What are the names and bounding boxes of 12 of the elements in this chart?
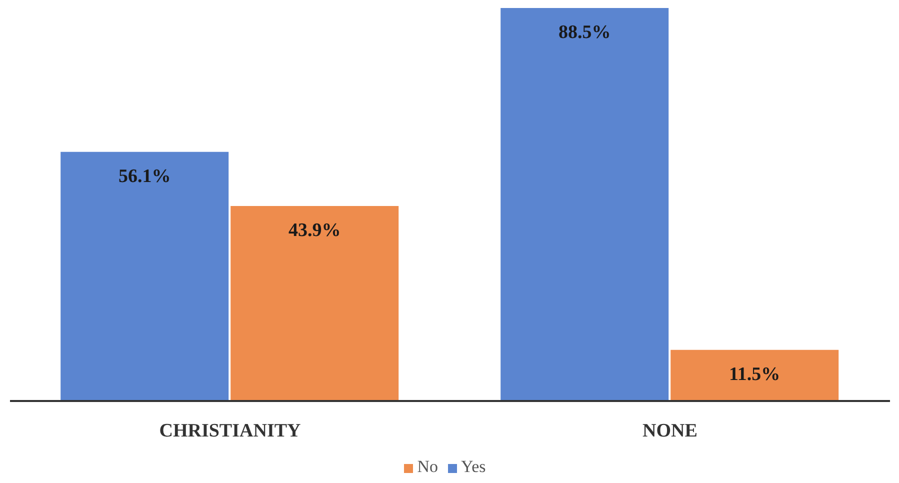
bar	[230, 206, 399, 401]
x-tick-label: CHRISTIANITY	[159, 420, 302, 442]
data-label: 56.1%	[118, 166, 171, 187]
data-label: 43.9%	[288, 220, 341, 242]
data-label: 11.5%	[729, 364, 780, 385]
bar	[60, 152, 229, 401]
bar	[500, 8, 669, 401]
bar	[670, 350, 839, 401]
legend-label: Yes	[461, 457, 486, 476]
data-label: 88.5%	[558, 22, 611, 43]
x-tick-label: NONE	[642, 420, 698, 442]
legend-label: No	[417, 457, 438, 476]
